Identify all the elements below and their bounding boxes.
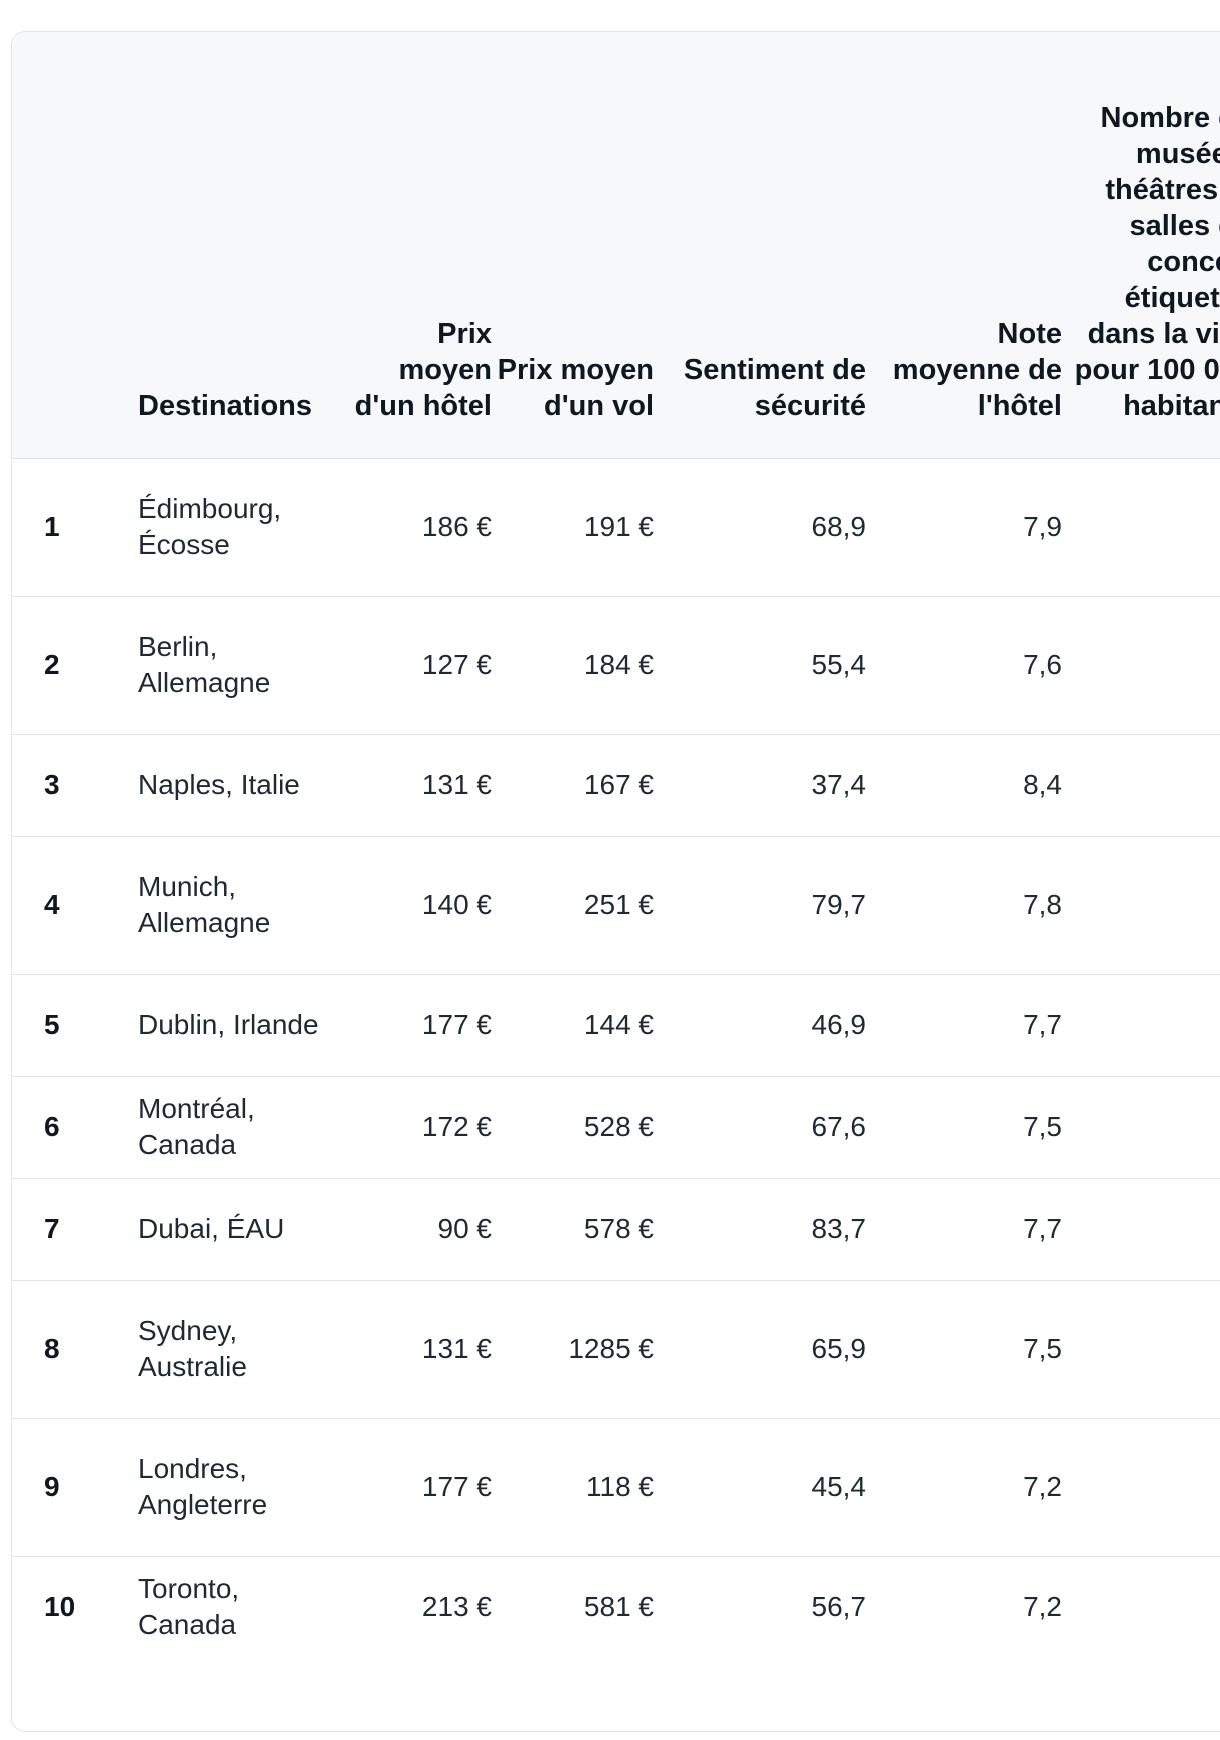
cell-destination: Londres, Angleterre bbox=[138, 1418, 338, 1557]
cell-flight-price: 1285 € bbox=[492, 1280, 654, 1419]
header-flight-price: Prix moyen d'un vol bbox=[492, 32, 654, 459]
table-body: 1 Édimbourg, Écosse 186 €191 €68,9 7,9 2 Berl… bbox=[12, 458, 1220, 1658]
cell-destination: Édimbourg, Écosse bbox=[138, 458, 338, 597]
cell-destination: Montréal, Canada bbox=[138, 1076, 338, 1179]
cell-safety: 65,9 bbox=[654, 1280, 866, 1419]
header-safety: Sentiment de sécurité bbox=[654, 32, 866, 459]
cell-hotel-price: 131 € bbox=[338, 1280, 492, 1419]
cell-rank: 1 bbox=[12, 458, 138, 597]
cell-hotel-price: 177 € bbox=[338, 974, 492, 1077]
cell-hotel-price: 177 € bbox=[338, 1418, 492, 1557]
cell-destination: Berlin, Allemagne bbox=[138, 596, 338, 735]
cell-flight-price: 578 € bbox=[492, 1178, 654, 1281]
table-row: 5 Dublin, Irlande 177 €144 €46,9 7,7 bbox=[12, 974, 1220, 1077]
table-row: 2 Berlin, Allemagne 127 €184 €55,4 7,6 bbox=[12, 596, 1220, 735]
table-row: 4 Munich, Allemagne 140 €251 €79,7 7,8 bbox=[12, 836, 1220, 975]
cell-destination: Dublin, Irlande bbox=[138, 974, 338, 1077]
cell-hotel-price: 131 € bbox=[338, 734, 492, 837]
cell-hotel-rating: 7,9 bbox=[866, 458, 1062, 597]
cell-safety: 79,7 bbox=[654, 836, 866, 975]
destinations-table: Destinations Prix moyen d'un hôtel Prix … bbox=[12, 32, 1220, 1658]
cell-culture bbox=[1062, 1418, 1220, 1557]
header-culture: Nombre de musées, théâtres et salles de … bbox=[1062, 32, 1220, 459]
cell-destination: Sydney, Australie bbox=[138, 1280, 338, 1419]
table-row: 6 Montréal, Canada 172 €528 €67,6 7,5 bbox=[12, 1076, 1220, 1179]
cell-rank: 10 bbox=[44, 1591, 76, 1623]
cell-culture bbox=[1062, 1280, 1220, 1419]
header-hotel-rating: Note moyenne de l'hôtel bbox=[866, 32, 1062, 459]
cell-flight-price: 118 € bbox=[492, 1418, 654, 1557]
cell-hotel-price: 140 € bbox=[338, 836, 492, 975]
cell-culture bbox=[1062, 974, 1220, 1077]
cell-safety: 56,7 bbox=[811, 1591, 867, 1623]
cell-safety: 37,4 bbox=[654, 734, 866, 837]
cell-hotel-price: 213 € bbox=[421, 1591, 492, 1623]
table-row: 9 Londres, Angleterre 177 €118 €45,4 7,2 bbox=[12, 1418, 1220, 1557]
cell-hotel-rating: 7,6 bbox=[866, 596, 1062, 735]
cell-rank: 2 bbox=[12, 596, 138, 735]
table-row: 10 Toronto, Canada 213 € 581 € 56,7 7,2 bbox=[12, 1556, 1220, 1658]
cell-hotel-rating: 7,8 bbox=[866, 836, 1062, 975]
cell-hotel-rating: 7,2 bbox=[1023, 1591, 1062, 1623]
cell-culture bbox=[1062, 836, 1220, 975]
cell-rank: 3 bbox=[12, 734, 138, 837]
cell-rank: 7 bbox=[12, 1178, 138, 1281]
cell-hotel-price: 127 € bbox=[338, 596, 492, 735]
cell-safety: 55,4 bbox=[654, 596, 866, 735]
cell-safety: 45,4 bbox=[654, 1418, 866, 1557]
cell-destination: Munich, Allemagne bbox=[138, 836, 338, 975]
cell-hotel-rating: 8,4 bbox=[866, 734, 1062, 837]
header-hotel-price: Prix moyen d'un hôtel bbox=[338, 32, 492, 459]
cell-flight-price: 581 € bbox=[583, 1591, 654, 1623]
cell-hotel-rating: 7,7 bbox=[866, 974, 1062, 1077]
cell-safety: 67,6 bbox=[654, 1076, 866, 1179]
table-row: 1 Édimbourg, Écosse 186 €191 €68,9 7,9 bbox=[12, 458, 1220, 597]
header-row: Destinations Prix moyen d'un hôtel Prix … bbox=[12, 32, 1220, 459]
cell-rank: 5 bbox=[12, 974, 138, 1077]
cell-safety: 68,9 bbox=[654, 458, 866, 597]
cell-flight-price: 528 € bbox=[492, 1076, 654, 1179]
table-row: 3 Naples, Italie 131 €167 €37,4 8,4 bbox=[12, 734, 1220, 837]
cell-flight-price: 191 € bbox=[492, 458, 654, 597]
cell-culture bbox=[1062, 1178, 1220, 1281]
cell-hotel-rating: 7,5 bbox=[866, 1076, 1062, 1179]
cell-destination: Dubai, ÉAU bbox=[138, 1178, 338, 1281]
cell-hotel-price: 90 € bbox=[338, 1178, 492, 1281]
header-rank bbox=[12, 32, 138, 459]
cell-culture bbox=[1062, 1556, 1220, 1658]
cell-hotel-price: 186 € bbox=[338, 458, 492, 597]
cell-hotel-rating: 7,7 bbox=[866, 1178, 1062, 1281]
cell-safety: 83,7 bbox=[654, 1178, 866, 1281]
cell-flight-price: 144 € bbox=[492, 974, 654, 1077]
cell-rank: 4 bbox=[12, 836, 138, 975]
cell-rank: 8 bbox=[12, 1280, 138, 1419]
cell-flight-price: 167 € bbox=[492, 734, 654, 837]
cell-flight-price: 184 € bbox=[492, 596, 654, 735]
table-row: 7 Dubai, ÉAU 90 €578 €83,7 7,7 bbox=[12, 1178, 1220, 1281]
table-row: 8 Sydney, Australie 131 €1285 €65,9 7,5 bbox=[12, 1280, 1220, 1419]
cell-hotel-rating: 7,5 bbox=[866, 1280, 1062, 1419]
cell-safety: 46,9 bbox=[654, 974, 866, 1077]
table-header: Destinations Prix moyen d'un hôtel Prix … bbox=[12, 32, 1220, 459]
destinations-table-container: Destinations Prix moyen d'un hôtel Prix … bbox=[11, 31, 1220, 1732]
cell-culture bbox=[1062, 458, 1220, 597]
cell-culture bbox=[1062, 596, 1220, 735]
cell-culture bbox=[1062, 734, 1220, 837]
cell-destination: Naples, Italie bbox=[138, 734, 338, 837]
header-destinations: Destinations bbox=[138, 32, 338, 459]
cell-destination: Toronto, Canada bbox=[138, 1573, 240, 1641]
cell-culture bbox=[1062, 1076, 1220, 1179]
cell-rank: 9 bbox=[12, 1418, 138, 1557]
cell-flight-price: 251 € bbox=[492, 836, 654, 975]
cell-hotel-price: 172 € bbox=[338, 1076, 492, 1179]
cell-rank: 6 bbox=[12, 1076, 138, 1179]
cell-hotel-rating: 7,2 bbox=[866, 1418, 1062, 1557]
